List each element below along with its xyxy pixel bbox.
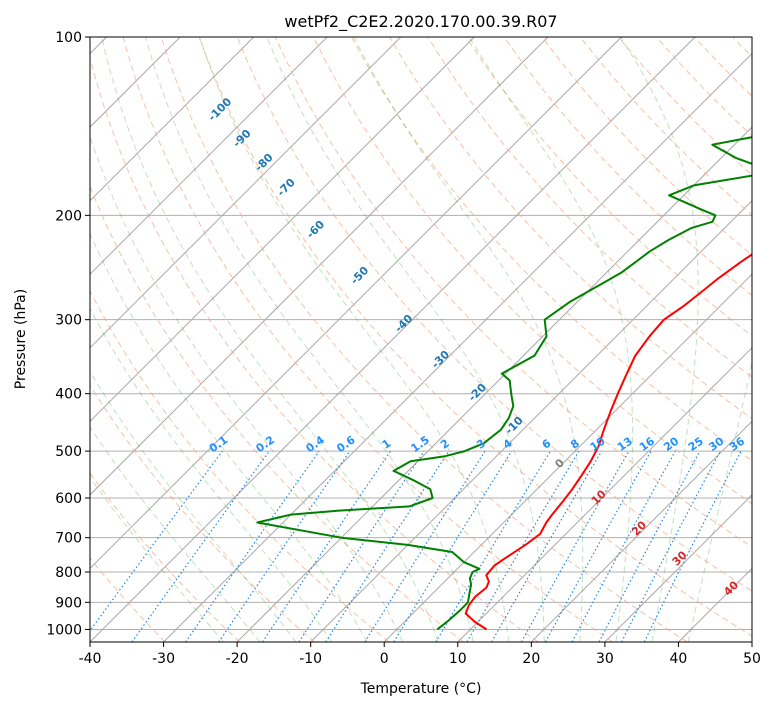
moist-adiabat-line [687, 360, 752, 642]
y-tick-label: 600 [55, 491, 82, 507]
isotherm-line [90, 37, 475, 423]
isotherm-line [604, 494, 752, 642]
mixing-ratio-line [298, 450, 425, 642]
dry-adiabat-line [274, 37, 752, 548]
x-tick-label: 10 [449, 651, 467, 667]
dry-adiabat-line [90, 384, 315, 642]
series-layer [256, 136, 752, 631]
y-tick-label: 500 [55, 444, 82, 460]
y-tick-label: 900 [55, 595, 82, 611]
x-tick-label: -10 [299, 651, 322, 667]
isotherm-line [310, 199, 752, 642]
y-axis-label: Pressure (hPa) [13, 289, 29, 389]
x-tick-label: 0 [380, 651, 389, 667]
x-axis: -40 -30 -20 -10 0 10 20 30 40 50 [79, 642, 761, 667]
mixing-ratio-line [185, 450, 320, 642]
dry-adiabat-line [90, 55, 539, 642]
moist-adiabat-line [198, 37, 510, 642]
dry-adiabat-line [90, 472, 241, 642]
y-tick-label: 400 [55, 387, 82, 403]
moist-adiabat-line [90, 426, 261, 642]
isotherm-line [90, 37, 622, 570]
background-lines [90, 37, 752, 642]
y-tick-label: 800 [55, 565, 82, 581]
moist-adiabat-line [353, 37, 584, 642]
x-tick-label: -20 [226, 651, 249, 667]
plot-frame [89, 36, 753, 643]
dry-adiabat-line [503, 37, 752, 296]
mixing-ratio-line [520, 450, 630, 642]
x-tick-label: 20 [522, 651, 540, 667]
isotherm-line [236, 126, 752, 642]
chart-title: wetPf2_C2E2.2020.170.00.39.R07 [284, 12, 557, 32]
y-tick-label: 300 [55, 313, 82, 329]
y-tick-label: 200 [55, 208, 82, 224]
x-axis-label: Temperature (°C) [360, 681, 482, 697]
dry-adiabat-line [389, 37, 752, 420]
dry-adiabat-line [90, 290, 390, 642]
moist-adiabat-line [145, 37, 474, 642]
isotherm-line [90, 37, 402, 349]
mixing-ratio-line [545, 450, 652, 642]
x-tick-label: 40 [670, 651, 688, 667]
mixing-ratio-line [393, 450, 513, 642]
isotherm-line [90, 37, 328, 275]
mixing-ratio-line [90, 450, 223, 632]
dry-adiabat-line [160, 37, 688, 642]
moist-adiabat-line [620, 37, 699, 642]
isotherm-line [530, 420, 752, 642]
x-tick-label: 30 [596, 651, 614, 667]
isotherm-line [90, 37, 255, 202]
dewpoint-profile-line [256, 136, 752, 631]
isotherm-line [457, 347, 752, 642]
moist-adiabat-line [90, 476, 224, 642]
mixing-ratio-line [643, 450, 742, 642]
mixing-ratio-line [571, 450, 676, 642]
mixing-ratio-line [325, 450, 450, 642]
dry-adiabat-line [236, 37, 752, 592]
moist-adiabat-line [266, 37, 545, 642]
isotherm-line [163, 52, 752, 642]
moist-adiabat-line [90, 134, 404, 642]
y-axis: 1000 900 800 700 600 500 400 300 200 100 [46, 30, 90, 638]
mixing-ratio-line [131, 450, 270, 642]
x-tick-label: -40 [79, 651, 102, 667]
isotherm-line [383, 273, 752, 642]
isotherm-line [90, 37, 696, 642]
mixing-ratio-line [261, 450, 391, 642]
dry-adiabat-line [427, 37, 752, 378]
y-tick-label: 1000 [46, 622, 82, 638]
dry-adiabat-line [313, 37, 752, 505]
dry-adiabat-line [351, 37, 752, 462]
y-tick-label: 100 [55, 30, 82, 46]
temperature-profile-line [464, 253, 752, 631]
dry-adiabat-line [198, 37, 752, 637]
x-tick-label: 50 [743, 651, 761, 667]
x-tick-label: -30 [152, 651, 175, 667]
mixing-ratio-line [218, 450, 351, 642]
moist-adiabat-line [90, 370, 297, 642]
isotherm-line [90, 37, 549, 496]
moist-adiabat-line [101, 37, 439, 642]
dry-adiabat-line [90, 185, 464, 642]
moist-adiabat-line [90, 232, 368, 642]
dry-adiabat-line [465, 37, 752, 337]
moist-adiabat-line [90, 307, 333, 642]
dry-adiabat-line [122, 37, 613, 642]
y-tick-label: 700 [55, 531, 82, 547]
